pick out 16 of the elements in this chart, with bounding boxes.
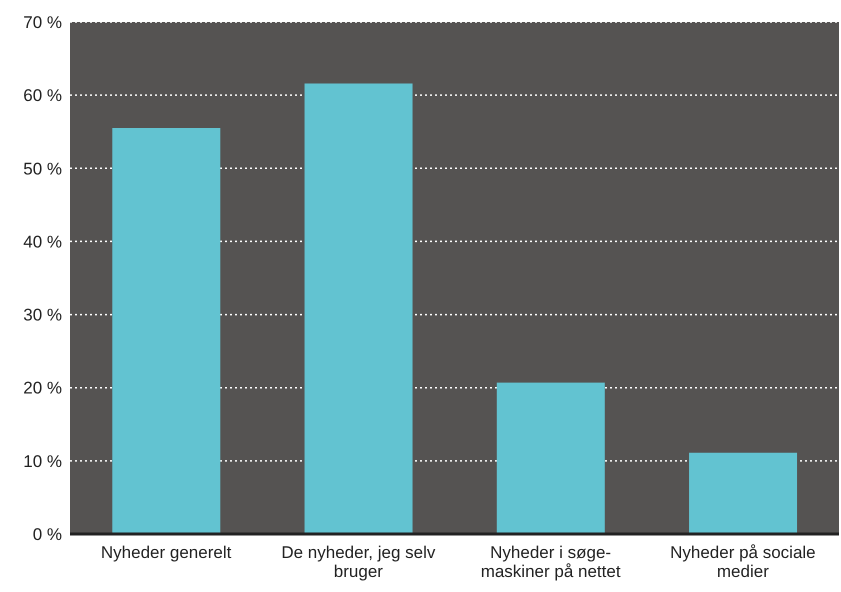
y-tick-label: 70 % (23, 13, 62, 32)
bar (112, 128, 220, 534)
x-tick-label: Nyheder på sociale medier (670, 543, 816, 581)
y-tick-label: 30 % (23, 306, 62, 325)
x-tick-label: Nyheder i søge-maskiner på nettet (480, 543, 621, 581)
y-tick-label: 60 % (23, 86, 62, 106)
bar (496, 382, 605, 534)
y-tick-label: 0 % (32, 525, 62, 544)
bar (304, 83, 413, 534)
bar (689, 452, 798, 534)
y-tick-label: 10 % (23, 452, 62, 471)
y-tick-label: 20 % (23, 378, 62, 398)
x-tick-label: De nyheder, jeg selv bruger (281, 543, 436, 581)
x-tick-label: Nyheder generelt (100, 543, 232, 562)
y-tick-label: 40 % (23, 232, 62, 252)
y-tick-label: 50 % (23, 159, 62, 178)
